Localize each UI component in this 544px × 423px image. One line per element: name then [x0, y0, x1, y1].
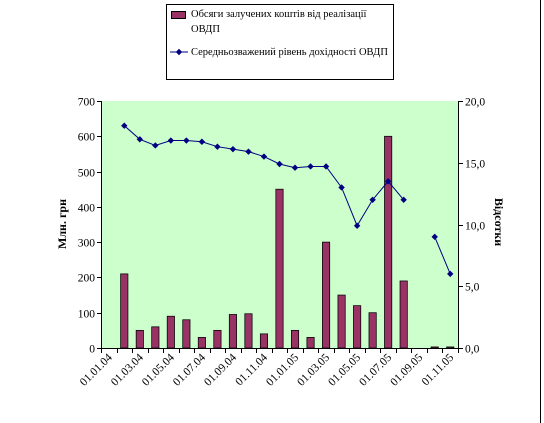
- line-point: [369, 196, 376, 203]
- line-point: [291, 164, 299, 171]
- line-point: [245, 148, 252, 155]
- line-point: [229, 145, 237, 153]
- y-tick-label-right: 20,0: [465, 97, 485, 109]
- line-point: [183, 137, 190, 144]
- line-point: [322, 163, 330, 170]
- line-point: [276, 160, 283, 168]
- line-point: [400, 196, 407, 203]
- bar: [228, 314, 237, 349]
- line-point: [136, 136, 143, 143]
- y-tick-label-left: 700: [78, 97, 96, 109]
- legend: Обсяги залучених коштів від реалізації О…: [166, 4, 394, 80]
- y-tick-label-right: 15,0: [465, 159, 485, 171]
- y-tick-label-left: 400: [78, 203, 96, 215]
- line-point: [338, 184, 345, 191]
- legend-diamond-marker: [175, 48, 183, 56]
- bar: [368, 312, 377, 349]
- legend-swatch-line: [170, 48, 188, 56]
- x-tick-label: 01.05.05: [326, 351, 363, 388]
- line-point: [121, 122, 128, 129]
- bar: [135, 329, 144, 349]
- bar: [306, 337, 315, 349]
- x-tick-label: 01.09.05: [388, 351, 425, 388]
- bar: [446, 346, 455, 349]
- line-point: [214, 143, 221, 150]
- x-tick-label: 01.11.04: [233, 351, 270, 388]
- y-tick-label-left: 600: [78, 132, 96, 144]
- bar: [384, 135, 393, 349]
- bar: [166, 315, 175, 349]
- bar: [182, 319, 191, 349]
- bar: [353, 305, 362, 349]
- bar: [120, 273, 129, 349]
- bar: [337, 294, 346, 349]
- line-point: [353, 222, 361, 229]
- bar: [290, 329, 300, 349]
- x-tick-label: 01.11.05: [420, 351, 457, 388]
- bar: [399, 280, 408, 349]
- y-tick-label-left: 100: [78, 309, 96, 321]
- bar: [213, 329, 222, 349]
- legend-label-bar-series: Обсяги залучених коштів від реалізації О…: [191, 8, 367, 35]
- bar: [197, 337, 206, 349]
- bar: [275, 188, 284, 349]
- bar: [151, 326, 160, 349]
- y-tick-label-left: 500: [78, 168, 96, 180]
- x-tick-label: 01.07.04: [171, 351, 208, 388]
- x-tick-label: 01.01.04: [78, 351, 115, 388]
- bar: [322, 241, 331, 349]
- y-tick-label-right: 5,0: [465, 282, 480, 294]
- line-point: [447, 270, 454, 278]
- y-tick-label-right: 0,0: [465, 344, 480, 356]
- x-tick-label: 01.07.05: [357, 351, 394, 388]
- line-point: [431, 233, 438, 241]
- bar: [244, 313, 253, 349]
- x-tick-label: 01.09.04: [202, 351, 239, 388]
- line-point: [152, 142, 159, 149]
- y-axis-title-left: Млн. грн: [55, 199, 69, 249]
- line-point: [167, 137, 175, 144]
- y-tick-label-left: 300: [78, 238, 96, 250]
- line-points: [121, 122, 454, 278]
- line-point: [260, 153, 268, 160]
- y-axis-title-right: Відсотки: [492, 198, 506, 246]
- x-tick-label: 01.03.05: [295, 351, 332, 388]
- bar: [430, 346, 439, 349]
- bar: [259, 333, 269, 349]
- legend-label-line-series: Середньозважений рівень дохідності ОВДП: [191, 46, 388, 58]
- y-tick-label-left: 0: [89, 344, 95, 356]
- legend-swatch-bar: [171, 11, 186, 19]
- x-tick-label: 01.03.04: [109, 351, 146, 388]
- line-point: [307, 163, 314, 170]
- x-tick-label: 01.05.04: [140, 351, 177, 388]
- x-tick-label: 01.01.05: [264, 351, 301, 388]
- y-tick-label-left: 200: [78, 273, 96, 285]
- line-point: [198, 138, 206, 145]
- y-tick-label-right: 10,0: [465, 221, 485, 233]
- line-point: [384, 178, 392, 185]
